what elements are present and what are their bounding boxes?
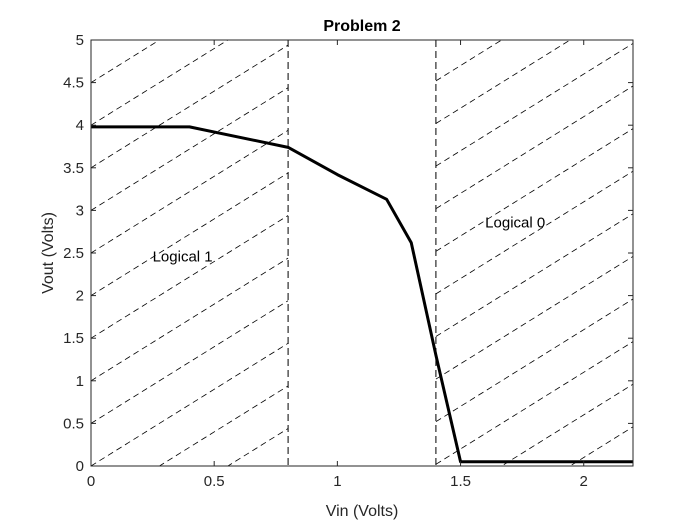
hatch-line (435, 85, 633, 210)
x-tick-label: 0.5 (204, 473, 225, 490)
hatch-line (435, 128, 633, 252)
hatch-line (91, 87, 289, 211)
hatch-line (158, 385, 289, 466)
y-tick-label: 2 (76, 288, 84, 305)
transfer-curve (91, 125, 633, 464)
hatched-regions (91, 40, 633, 466)
y-tick-label: 3 (76, 202, 84, 219)
hatch-line (91, 300, 289, 424)
region-annotation: Logical 0 (485, 214, 545, 231)
chart-title: Problem 2 (323, 18, 400, 35)
hatch-line (227, 428, 289, 466)
y-tick-label: 4 (76, 117, 84, 134)
y-tick-label: 0 (76, 458, 84, 475)
plot-area (91, 40, 633, 466)
y-tick-label: 1 (76, 373, 84, 390)
x-tick-label: 1 (333, 473, 341, 490)
x-axis-label: Vin (Volts) (326, 503, 399, 520)
annotations: Logical 1 Logical 0 (153, 214, 546, 265)
hatch-line (500, 383, 633, 466)
hatch-line (435, 43, 633, 167)
hatch-line (435, 170, 633, 295)
hatch-line (91, 215, 289, 339)
region-annotation: Logical 1 (153, 249, 213, 266)
y-tick-label: 2.5 (63, 245, 84, 262)
x-tick-label: 2 (580, 473, 588, 490)
hatch-line (91, 342, 289, 466)
hatch-line (435, 298, 633, 423)
y-tick-label: 3.5 (63, 160, 84, 177)
series-layer (91, 125, 633, 464)
y-tick-label: 4.5 (63, 75, 84, 92)
hatch-line (91, 172, 289, 296)
x-tick-label: 1.5 (450, 473, 471, 490)
hatch-line (435, 213, 633, 337)
axis-ticks: 0 0.5 1 1.5 2 0 0.5 1 1.5 2 2.5 3 3.5 4 4.5 5 (63, 32, 633, 490)
hatch-line (435, 256, 633, 380)
y-tick-label: 1.5 (63, 330, 84, 347)
y-axis-label: Vout (Volts) (40, 212, 57, 294)
hatch-line (91, 129, 289, 254)
hatch-line (435, 341, 633, 465)
hatch-line (91, 257, 289, 382)
hatch-line (91, 44, 289, 169)
hatch-line (569, 426, 633, 466)
region-boundaries (287, 40, 437, 466)
y-tick-label: 5 (76, 32, 84, 49)
x-tick-label: 0 (87, 473, 95, 490)
y-tick-label: 0.5 (63, 415, 84, 432)
